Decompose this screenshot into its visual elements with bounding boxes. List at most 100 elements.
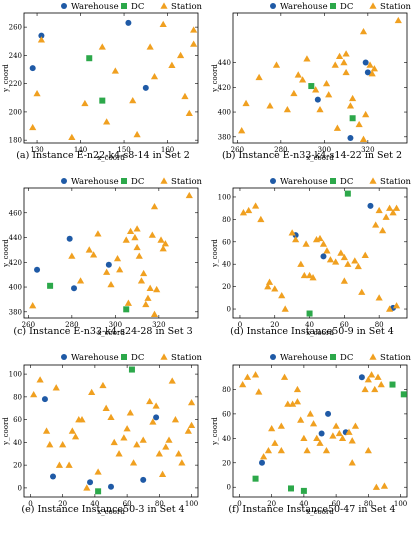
station-point	[268, 424, 276, 432]
warehouse-point	[140, 476, 147, 483]
station-point	[297, 416, 305, 423]
station-point	[122, 236, 130, 243]
y-tick-label: 60	[222, 410, 231, 418]
scatter-panel-2: 260 280 300 320 380 400 420 440 x_coord y_coord Wa…	[211, 2, 412, 162]
station-point	[364, 376, 372, 383]
station-point	[288, 229, 296, 236]
warehouse-point	[325, 410, 332, 417]
station-legend-marker	[369, 177, 377, 184]
station-point	[382, 213, 390, 220]
station-point	[293, 398, 302, 405]
station-point	[152, 402, 160, 409]
y-tick-label: 0	[18, 484, 22, 492]
station-point	[133, 441, 141, 448]
station-point	[146, 284, 154, 291]
y-tick-label: 80	[13, 393, 22, 401]
station-point	[187, 421, 196, 429]
legend-label: DC	[340, 2, 353, 12]
dc-point	[308, 83, 315, 90]
x-tick-label: 60	[123, 500, 132, 508]
warehouse-point	[347, 135, 354, 142]
plot-frame	[232, 364, 408, 498]
station-point	[107, 280, 115, 288]
station-point	[264, 283, 272, 290]
station-point	[239, 380, 247, 388]
station-point	[68, 133, 76, 141]
station-point	[29, 302, 37, 309]
y-tick-label: 440	[9, 234, 22, 242]
station-point	[302, 240, 310, 247]
station-point	[293, 385, 302, 393]
station-point	[257, 215, 265, 223]
station-point	[364, 446, 372, 454]
station-point	[184, 427, 192, 434]
station-point	[98, 43, 106, 50]
y-tick-label: 60	[222, 238, 231, 246]
station-point	[271, 439, 279, 446]
station-point	[359, 27, 368, 35]
station-point	[316, 439, 324, 446]
station-point	[140, 269, 148, 277]
x-tick-label: 320	[152, 321, 165, 329]
station-point	[374, 373, 382, 380]
station-point	[168, 61, 176, 68]
station-point	[319, 240, 328, 247]
station-point	[159, 20, 167, 28]
warehouse-legend-marker	[270, 354, 276, 360]
station-point	[144, 294, 152, 301]
station-point	[187, 398, 196, 406]
warehouse-point	[41, 396, 48, 403]
station-point	[294, 71, 302, 78]
warehouse-point	[71, 285, 78, 292]
station-point	[394, 16, 402, 24]
scatter-panel-6: 0 20 40 60 80 100 0 20 40 60 80 x_coord y_coord Wareh…	[211, 353, 412, 516]
station-point	[178, 459, 186, 466]
station-point	[333, 124, 341, 131]
y-tick-label: 40	[222, 261, 231, 269]
plot-frame	[232, 12, 408, 144]
warehouse-point	[38, 32, 45, 39]
x-tick-label: 300	[109, 321, 122, 329]
warehouse-point	[362, 59, 369, 66]
station-point	[379, 226, 387, 234]
y-tick-label: 80	[222, 216, 231, 224]
station-point	[332, 422, 340, 429]
station-point	[367, 371, 376, 378]
scatter-panel-4: 0 20 40 60 80 0 20 40 60 80 100 x_coord y_coord Wareh…	[211, 177, 412, 337]
station-point	[175, 450, 183, 457]
dc-point	[252, 475, 259, 482]
station-point	[46, 441, 54, 448]
legend: Warehouse DC Station	[270, 353, 412, 363]
dc-point	[344, 190, 351, 197]
dc-point	[389, 381, 396, 388]
y-tick-label: 60	[13, 416, 22, 424]
station-point	[33, 89, 41, 97]
legend-label: DC	[131, 2, 144, 12]
x-tick-label: 100	[394, 500, 407, 508]
legend-label: Station	[380, 177, 412, 187]
station-point	[292, 235, 300, 243]
y-tick-label: 40	[222, 435, 231, 443]
subfigure-caption: (b) Instance E-n33-k4-s14-22 in Set 2	[222, 150, 402, 161]
station-point	[113, 254, 122, 262]
warehouse-point	[318, 430, 325, 437]
station-point	[260, 453, 268, 460]
station-point	[99, 381, 107, 389]
station-point	[372, 221, 380, 228]
station-point	[309, 274, 317, 281]
station-point	[149, 418, 157, 425]
warehouse-legend-marker	[61, 3, 67, 9]
station-point	[123, 425, 131, 432]
station-point	[252, 202, 260, 209]
dc-point	[99, 97, 106, 104]
legend-label: Station	[380, 2, 412, 12]
x-tick-label: 20	[270, 321, 279, 329]
station-point	[85, 246, 93, 253]
y-tick-label: 40	[13, 439, 22, 447]
station-point	[158, 470, 167, 477]
station-point	[115, 450, 123, 457]
station-point	[103, 268, 111, 275]
station-point	[94, 468, 102, 475]
station-legend-marker	[369, 353, 377, 360]
